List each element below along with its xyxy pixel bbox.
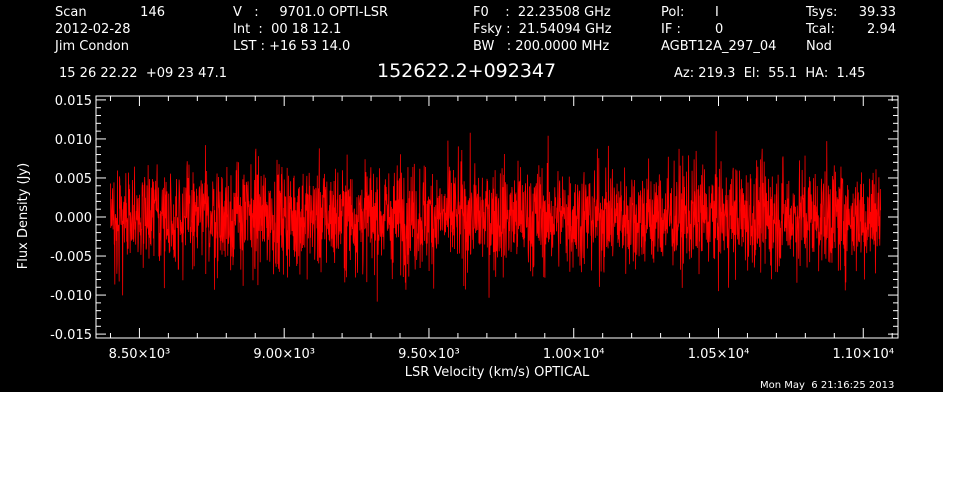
if-label: IF : bbox=[661, 22, 681, 37]
scan-value: 146 bbox=[140, 5, 165, 20]
y-tick-label: 0.005 bbox=[55, 172, 92, 187]
source-coordinates: 15 26 22.22 +09 23 47.1 bbox=[59, 66, 228, 81]
pol-value: I bbox=[715, 5, 719, 20]
x-tick-label: 1.10×10⁴ bbox=[832, 347, 894, 362]
spectrum-chart: 8.50×10³ 9.00×10³ 9.50×10³ 1.00×10⁴ 1.05×10⁴… bbox=[16, 94, 899, 380]
tcal-value: 2.94 bbox=[867, 22, 896, 37]
y-tick-label: -0.005 bbox=[50, 250, 92, 265]
bandwidth: BW : 200.0000 MHz bbox=[473, 39, 610, 54]
sky-frequency: Fsky : 21.54094 GHz bbox=[473, 22, 612, 37]
y-tick-label: 0.015 bbox=[55, 94, 92, 109]
project-id: AGBT12A_297_04 bbox=[661, 39, 777, 54]
pointing-info: Az: 219.3 El: 55.1 HA: 1.45 bbox=[674, 66, 866, 81]
spectrum-line bbox=[110, 131, 882, 302]
x-tick-label: 1.00×10⁴ bbox=[543, 347, 605, 362]
pol-label: Pol: bbox=[661, 5, 685, 20]
obs-date: 2012-02-28 bbox=[55, 22, 131, 37]
x-tick-label: 1.05×10⁴ bbox=[688, 347, 750, 362]
obs-mode: Nod bbox=[806, 39, 832, 54]
scan-label: Scan bbox=[55, 5, 87, 20]
y-tick-label: -0.010 bbox=[50, 289, 92, 304]
tcal-label: Tcal: bbox=[806, 22, 835, 37]
lst-info: LST : +16 53 14.0 bbox=[233, 39, 351, 54]
y-tick-label: 0.000 bbox=[55, 211, 92, 226]
x-tick-label: 8.50×10³ bbox=[109, 347, 171, 362]
observer-name: Jim Condon bbox=[55, 39, 129, 54]
tsys-value: 39.33 bbox=[858, 5, 896, 20]
tsys-label: Tsys: bbox=[806, 5, 838, 20]
x-tick-label: 9.50×10³ bbox=[398, 347, 460, 362]
if-value: 0 bbox=[715, 22, 724, 37]
x-axis-label: LSR Velocity (km/s) OPTICAL bbox=[405, 365, 590, 380]
y-tick-label: 0.010 bbox=[55, 133, 92, 148]
plot-axes: 8.50×10³ 9.00×10³ 9.50×10³ 1.00×10⁴ 1.05×10⁴… bbox=[50, 94, 899, 362]
rest-frequency: F0 : 22.23508 GHz bbox=[473, 5, 611, 20]
source-name: 152622.2+092347 bbox=[377, 60, 557, 82]
x-tick-label: 9.00×10³ bbox=[253, 347, 315, 362]
spectrum-series bbox=[110, 131, 882, 302]
plot-timestamp: Mon May 6 21:16:25 2013 bbox=[760, 380, 895, 391]
velocity-info: V : 9701.0 OPTI-LSR bbox=[233, 5, 389, 20]
integration-time: Int : 00 18 12.1 bbox=[233, 22, 342, 37]
y-axis-label: Flux Density (Jy) bbox=[16, 163, 31, 269]
y-tick-label: -0.015 bbox=[50, 328, 92, 343]
